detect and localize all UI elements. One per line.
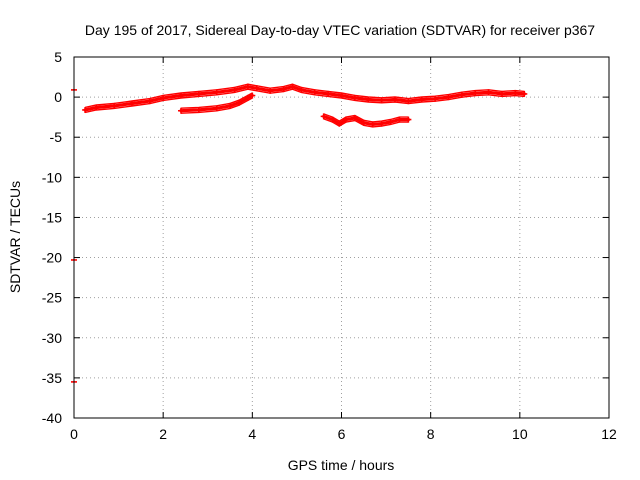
data-point — [93, 104, 100, 111]
data-point — [378, 97, 385, 104]
data-point — [213, 105, 220, 112]
data-point — [405, 116, 412, 123]
data-point — [160, 94, 167, 101]
data-point — [213, 89, 220, 96]
data-point — [342, 116, 349, 123]
data-point — [365, 96, 372, 103]
y-axis-title: SDTVAR / TECUs — [7, 181, 23, 293]
data-point — [231, 86, 238, 93]
data-point — [499, 90, 505, 97]
data-point — [329, 116, 336, 123]
data-point — [146, 98, 153, 105]
data-point — [178, 92, 184, 99]
data-point — [351, 94, 358, 101]
data-point — [360, 119, 367, 126]
data-series-1 — [82, 83, 528, 114]
y-tick-label: -35 — [42, 370, 62, 386]
data-point — [289, 83, 296, 90]
data-series-2 — [178, 92, 256, 114]
x-tick-label: 0 — [70, 426, 78, 442]
x-axis-title: GPS time / hours — [288, 457, 395, 473]
y-tick-label: -25 — [42, 290, 62, 306]
data-point — [396, 116, 403, 123]
data-point — [128, 100, 135, 107]
y-tick-label: 0 — [54, 89, 62, 105]
data-point — [178, 107, 184, 114]
data-point — [325, 90, 332, 97]
x-tick-label: 10 — [512, 426, 528, 442]
data-point — [320, 113, 327, 120]
data-point — [369, 121, 376, 128]
y-tick-label: -40 — [42, 410, 62, 426]
x-tick-label: 8 — [427, 426, 435, 442]
data-point — [351, 114, 358, 121]
y-tick-label: -10 — [42, 169, 62, 185]
data-series — [71, 83, 528, 383]
y-tick-label: -15 — [42, 209, 62, 225]
chart-title: Day 195 of 2017, Sidereal Day-to-day VTE… — [85, 22, 595, 38]
data-point — [298, 86, 305, 93]
data-point — [253, 85, 260, 92]
data-point — [338, 92, 345, 99]
data-point — [111, 102, 118, 109]
data-point — [485, 89, 492, 96]
data-point — [311, 89, 318, 96]
data-point — [249, 92, 256, 99]
data-point — [280, 86, 287, 93]
y-tick-label: -5 — [50, 129, 63, 145]
data-point — [195, 106, 202, 113]
y-tick-label: -30 — [42, 330, 62, 346]
data-point — [418, 96, 425, 103]
data-series-3 — [320, 113, 412, 128]
data-point — [387, 118, 394, 125]
tick-labels: 0 2 4 6 8 10 12 5 0 -5 -10 -15 -20 -25 -30 -35 -40 — [42, 49, 617, 442]
data-point — [458, 91, 465, 98]
grid — [74, 57, 609, 418]
data-point — [521, 90, 528, 97]
data-point — [378, 120, 385, 127]
data-point — [336, 120, 343, 127]
data-point — [267, 87, 274, 94]
x-tick-label: 4 — [248, 426, 256, 442]
data-point — [512, 90, 519, 97]
data-point — [432, 95, 439, 102]
x-tick-label: 2 — [159, 426, 167, 442]
data-point — [244, 94, 251, 101]
data-point — [195, 90, 202, 97]
data-point — [227, 102, 234, 109]
y-tick-label: 5 — [54, 49, 62, 65]
data-point — [82, 106, 89, 113]
y-tick-label: -20 — [42, 250, 62, 266]
x-tick-label: 6 — [338, 426, 346, 442]
data-point — [472, 90, 479, 97]
data-point — [392, 96, 398, 103]
data-point — [405, 98, 412, 105]
data-point — [235, 99, 242, 106]
data-point — [244, 83, 251, 90]
x-tick-label: 12 — [601, 426, 617, 442]
data-point — [445, 94, 452, 101]
